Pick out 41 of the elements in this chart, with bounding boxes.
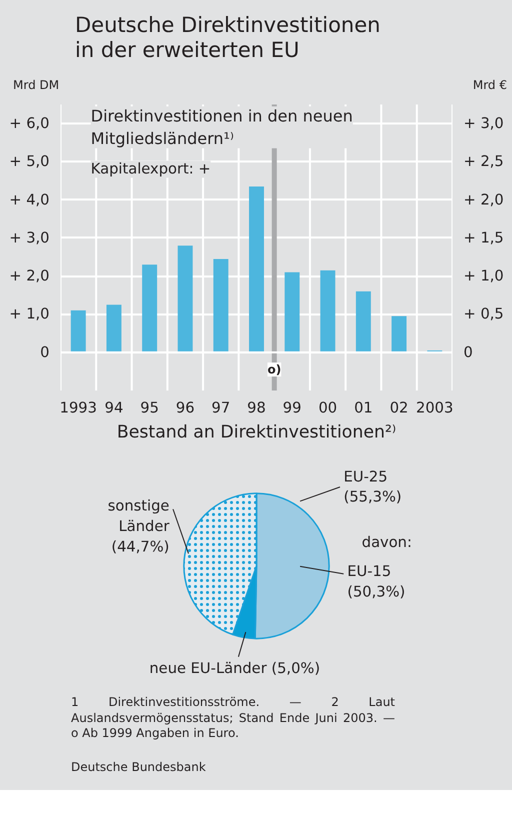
x-tick-label: 95 (140, 400, 159, 416)
y-tick-label: + 2,0 (9, 268, 50, 285)
y2-tick-label: + 2,0 (464, 191, 504, 208)
text: Direktinvestitionen in den neuen Mitgliedsländern¹⁾ (90, 106, 353, 148)
data-label: (50,3%) (347, 583, 406, 600)
x-tick-label: 94 (104, 400, 124, 416)
x-tick-label: 2003 (416, 400, 454, 416)
y2-axis-title: Mrd € (472, 77, 507, 94)
y-tick-label: + 5,0 (9, 153, 50, 170)
y2-tick-label: + 1,0 (464, 268, 504, 285)
slice-label: neue EU-Länder (5,0%) (149, 660, 320, 678)
x-tick-label: 1993 (60, 400, 97, 416)
y2-tick-label: + 3,0 (464, 115, 504, 132)
y2-tick-label: 0 (464, 344, 473, 361)
y-tick-label: + 4,0 (9, 191, 50, 208)
y2-tick-label: + 1,5 (464, 229, 504, 246)
x-tick-label: 00 (318, 400, 338, 416)
text: Deutsche Bundesbank (71, 760, 207, 776)
chart-title: Deutsche Direktinvestitionen in der erweiterten EU (75, 13, 382, 64)
x-tick-label: 99 (282, 400, 302, 416)
y-tick-label: + 1,0 (9, 306, 50, 323)
y2-tick-label: + 0,5 (464, 306, 504, 323)
text: davon: (362, 534, 412, 551)
x-tick-label: 98 (247, 400, 266, 416)
y-tick-label: + 3,0 (9, 229, 50, 246)
x-tick-label: 02 (390, 400, 408, 416)
text: 1 Direktinvestitionsströme. — 2 Laut Auslandsvermögensstatus; Stand Ende Juni 2003. — o Ab 1999 Angaben in Euro. (71, 695, 395, 742)
y2-tick-label: + 2,5 (464, 153, 504, 170)
x-tick-label: 01 (354, 400, 373, 416)
y-tick-label: + 6,0 (9, 115, 50, 132)
chart-title: Bestand an Direktinvestitionen²⁾ (116, 422, 396, 442)
slice-label: sonstige Länder (108, 498, 170, 535)
text: EU-25 (55,3%) (344, 468, 402, 506)
y-tick-label: 0 (40, 344, 50, 361)
y-axis-title: Mrd DM (13, 77, 60, 94)
slice-label: EU-15 (347, 563, 392, 580)
x-tick-label: 97 (212, 400, 230, 416)
ref-line-label: o) (267, 362, 282, 377)
data-label: (44,7%) (111, 538, 170, 556)
annotation: Kapitalexport: + (90, 160, 211, 178)
x-tick-label: 96 (176, 400, 195, 416)
